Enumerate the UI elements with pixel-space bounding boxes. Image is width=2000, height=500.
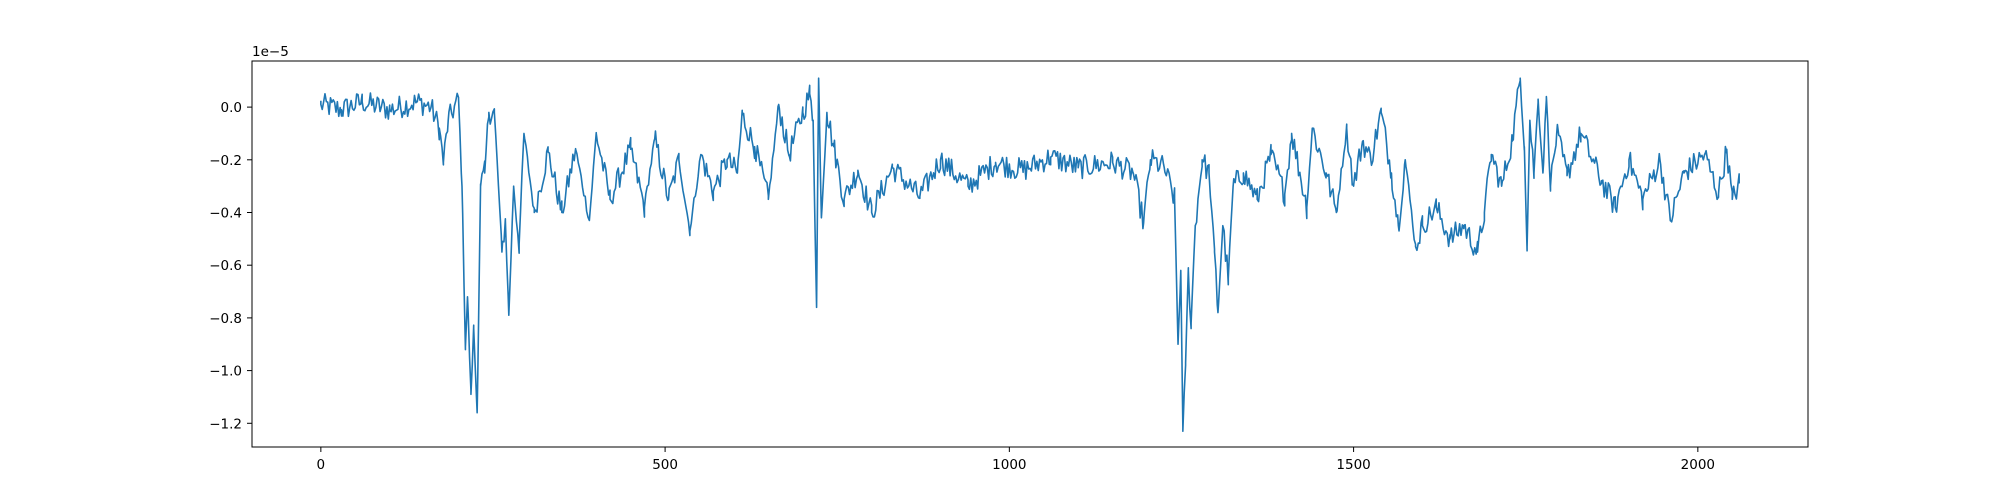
x-tick-label: 1500: [1336, 457, 1370, 473]
y-tick-label: −0.2: [209, 153, 242, 169]
y-tick-label: −0.4: [209, 206, 242, 222]
x-tick-label: 1000: [992, 457, 1026, 473]
x-tick-label: 2000: [1681, 457, 1715, 473]
x-tick-label: 500: [652, 457, 678, 473]
y-tick-label: 0.0: [221, 100, 242, 116]
y-tick-label: −1.2: [209, 416, 242, 432]
y-tick-label: −0.6: [209, 258, 242, 274]
axes-frame: [251, 60, 1809, 448]
y-tick-label: −0.8: [209, 311, 242, 327]
plot-area: [320, 77, 1740, 432]
axes: 0 500 1000 1500 2000 0.0 −0.2 −0.4 −0.6 −0.8 −1.0 −…: [209, 60, 1809, 473]
y-tick-label: −1.0: [209, 364, 242, 380]
x-tick-label: 0: [317, 457, 326, 473]
y-offset-label: 1e−5: [252, 44, 289, 60]
series-line-0: [320, 77, 1740, 432]
